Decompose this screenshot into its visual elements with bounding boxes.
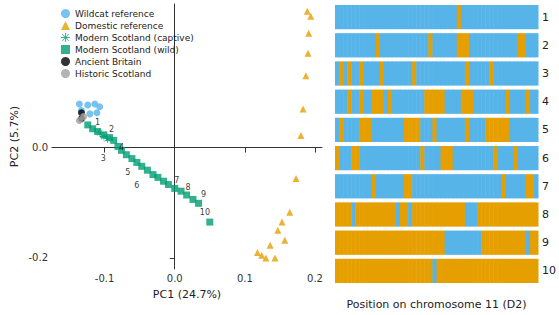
svg-text:2: 2 [109, 125, 114, 134]
svg-text:2: 2 [542, 39, 549, 52]
svg-text:Modern Scotland (captive): Modern Scotland (captive) [75, 33, 194, 43]
svg-text:1: 1 [95, 118, 100, 127]
svg-text:6: 6 [134, 181, 139, 190]
svg-text:7: 7 [542, 180, 549, 193]
svg-text:3: 3 [542, 67, 549, 80]
svg-text:5: 5 [125, 168, 130, 177]
svg-text:0.2: 0.2 [307, 273, 323, 284]
svg-text:Ancient Britain: Ancient Britain [75, 57, 142, 67]
svg-text:10: 10 [200, 208, 210, 217]
svg-text:6: 6 [542, 152, 549, 165]
svg-text:8: 8 [542, 208, 549, 221]
svg-text:Historic Scotland: Historic Scotland [75, 69, 151, 79]
svg-text:Modern Scotland (wild): Modern Scotland (wild) [75, 45, 179, 55]
svg-text:4: 4 [542, 95, 549, 108]
svg-text:4: 4 [119, 143, 124, 152]
svg-text:8: 8 [186, 183, 191, 192]
svg-text:-0.2: -0.2 [28, 252, 48, 263]
svg-text:7: 7 [174, 176, 179, 185]
svg-text:0.1: 0.1 [237, 273, 253, 284]
svg-text:Domestic reference: Domestic reference [75, 21, 164, 31]
svg-text:3: 3 [101, 154, 106, 163]
svg-text:PC2 (5.7%): PC2 (5.7%) [8, 106, 21, 167]
svg-text:10: 10 [542, 264, 556, 277]
svg-text:Wildcat reference: Wildcat reference [75, 9, 155, 19]
svg-text:1: 1 [542, 11, 549, 24]
svg-text:Position on chromosome 11 (D2): Position on chromosome 11 (D2) [347, 298, 527, 311]
svg-text:9: 9 [542, 236, 549, 249]
svg-text:-0.1: -0.1 [95, 273, 115, 284]
svg-text:PC1 (24.7%): PC1 (24.7%) [153, 288, 221, 301]
svg-text:5: 5 [542, 123, 549, 136]
svg-text:0.0: 0.0 [32, 142, 48, 153]
svg-text:0.0: 0.0 [167, 273, 183, 284]
svg-text:9: 9 [201, 190, 206, 199]
